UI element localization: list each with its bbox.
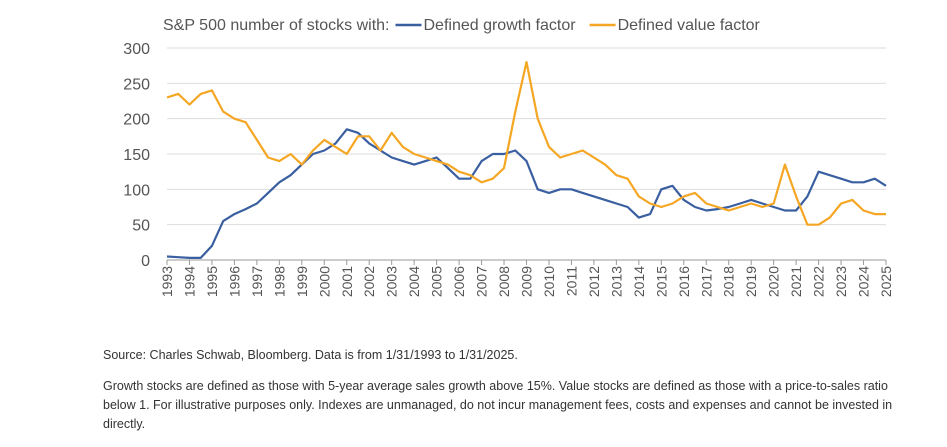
series-line (166, 128, 887, 259)
x-tick-label: 2003 (384, 266, 400, 297)
x-tick-label: 2001 (339, 266, 355, 297)
x-tick-label: 1999 (294, 266, 310, 297)
x-tick-label: 2017 (698, 266, 714, 297)
x-tick-label: 2021 (788, 266, 804, 297)
y-tick-label: 250 (123, 76, 150, 93)
disclaimer: Growth stocks are defined as those with … (103, 379, 893, 431)
x-tick-label: 2019 (743, 266, 759, 297)
x-tick-label: 2012 (586, 266, 602, 297)
x-tick-label: 2009 (519, 266, 535, 297)
chart-title: S&P 500 number of stocks with: (163, 17, 389, 34)
x-tick-label: 2005 (429, 266, 445, 297)
y-tick-label: 0 (141, 253, 150, 270)
legend-label: Defined value factor (618, 17, 761, 34)
legend-label: Defined growth factor (423, 17, 576, 34)
x-tick-label: 2023 (833, 266, 849, 297)
x-tick-label: 2002 (361, 266, 377, 297)
y-tick-label: 100 (123, 182, 150, 199)
footnotes: Source: Charles Schwab, Bloomberg. Data … (103, 346, 923, 446)
x-tick-label: 2015 (653, 266, 669, 297)
x-tick-label: 1995 (204, 266, 220, 297)
y-tick-label: 300 (123, 41, 150, 58)
y-tick-label: 150 (123, 147, 150, 164)
x-tick-label: 2010 (541, 266, 557, 297)
series-line (166, 61, 886, 226)
x-tick-label: 1998 (271, 266, 287, 297)
x-tick-label: 2024 (856, 266, 872, 297)
x-tick-label: 2013 (608, 266, 624, 297)
x-tick-label: 2020 (766, 266, 782, 297)
x-tick-label: 2006 (451, 266, 467, 297)
x-tick-label: 2014 (631, 266, 647, 297)
x-tick-label: 1994 (181, 266, 197, 297)
x-tick-label: 2025 (878, 266, 894, 297)
x-tick-label: 2011 (563, 266, 579, 296)
x-tick-label: 1993 (159, 266, 175, 297)
source-note: Source: Charles Schwab, Bloomberg. Data … (103, 348, 518, 362)
x-tick-label: 2008 (496, 266, 512, 297)
x-tick-label: 2016 (676, 266, 692, 297)
x-tick-label: 2000 (316, 266, 332, 297)
x-tick-label: 2004 (406, 266, 422, 297)
y-tick-label: 200 (123, 112, 150, 129)
x-tick-label: 2007 (474, 266, 490, 297)
x-tick-label: 1996 (226, 266, 242, 297)
y-tick-label: 50 (132, 218, 150, 235)
x-tick-label: 1997 (249, 266, 265, 297)
x-tick-label: 2018 (721, 266, 737, 297)
x-tick-label: 2022 (811, 266, 827, 297)
chart: S&P 500 number of stocks with: 0 50 100 150… (123, 17, 894, 297)
